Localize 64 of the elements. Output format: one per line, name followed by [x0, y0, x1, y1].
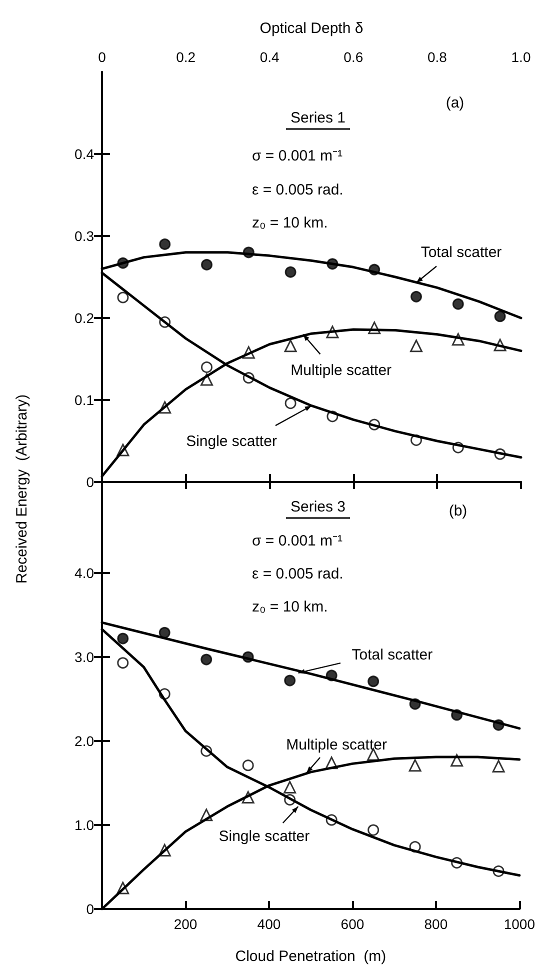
point: [117, 657, 129, 669]
y-tick-label: 0: [86, 474, 94, 490]
annotation: Single scatter: [186, 433, 277, 450]
x-axis-title: Cloud Penetration (m): [235, 948, 386, 965]
annotation: Total scatter: [420, 244, 502, 262]
point: [200, 654, 212, 666]
point: [492, 760, 505, 772]
y-tick-label: 0.2: [74, 310, 94, 326]
point: [284, 780, 296, 794]
x-tick-label: 1000: [504, 916, 536, 932]
point: [410, 340, 422, 352]
x-tick-label: 1.0: [511, 49, 531, 65]
point: [117, 292, 129, 304]
point: [450, 754, 464, 767]
point: [408, 759, 422, 772]
annotation: z₀ = 10 km.: [252, 214, 328, 232]
y-tick-label: 0.3: [74, 228, 94, 244]
point: [284, 398, 296, 410]
point: [368, 676, 380, 688]
point: [410, 290, 422, 302]
annotation: z₀ = 10 km.: [252, 598, 328, 616]
x-tick-label: 0: [98, 49, 106, 65]
x-tick-label: 800: [424, 916, 448, 932]
annotation: ε = 0.005 rad.: [252, 182, 344, 198]
annotation: ε = 0.005 rad.: [252, 566, 344, 582]
annotation: Multiple scatter: [290, 362, 392, 379]
point: [159, 238, 171, 250]
x-tick-label: 200: [174, 916, 198, 932]
x-tick-label: 0.2: [176, 49, 196, 65]
annotation: (a): [446, 94, 464, 112]
point: [284, 266, 296, 278]
x-tick-label: 400: [257, 916, 281, 932]
y-tick-label: 4.0: [74, 565, 94, 581]
point: [284, 674, 296, 686]
annotation: (b): [448, 502, 468, 520]
point: [117, 632, 129, 644]
point: [368, 824, 380, 836]
x-tick-label: 600: [340, 916, 364, 932]
y-axis-title: Received Energy (Arbitrary): [14, 394, 30, 584]
x-tick-label: 0.8: [427, 49, 448, 65]
point: [284, 340, 297, 352]
x-tick-label: 0.4: [260, 49, 280, 65]
annotation: Total scatter: [352, 646, 433, 664]
x-tick-label: 0.6: [344, 49, 364, 65]
y-tick-label: 0: [86, 901, 94, 917]
y-tick-label: 0.1: [74, 392, 94, 408]
point: [201, 258, 212, 270]
y-tick-label: 0.4: [74, 146, 94, 162]
y-tick-label: 1.0: [74, 817, 94, 833]
annotation: Series 3: [290, 498, 346, 516]
annotation: σ = 0.001 m⁻¹: [252, 148, 343, 164]
annotation: Multiple scatter: [286, 736, 387, 754]
y-tick-label: 2.0: [74, 733, 94, 749]
point: [201, 361, 212, 373]
x-axis-title: Optical Depth δ: [260, 20, 364, 37]
point: [452, 298, 464, 310]
point: [158, 626, 170, 638]
point: [242, 760, 254, 772]
annotation: σ = 0.001 m⁻¹: [252, 532, 343, 550]
annotation: Series 1: [290, 110, 346, 126]
line-series: [100, 621, 521, 730]
point: [494, 310, 506, 322]
annotation: Single scatter: [218, 828, 310, 846]
y-tick-label: 3.0: [74, 649, 94, 665]
